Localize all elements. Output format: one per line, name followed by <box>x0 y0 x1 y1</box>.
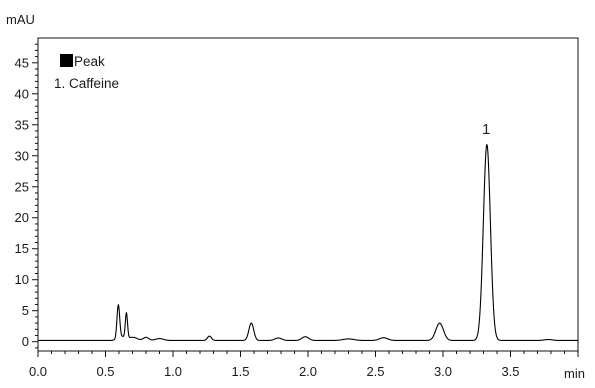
legend-title: Peak <box>74 54 105 69</box>
legend-entry-caffeine: 1. Caffeine <box>54 76 119 91</box>
axis-ticks <box>32 43 579 357</box>
legend-swatch <box>60 54 73 67</box>
x-tick-label: 1.5 <box>231 364 249 379</box>
y-tick-label: 30 <box>15 148 29 163</box>
chromatogram-trace <box>37 144 579 342</box>
y-tick-label: 10 <box>15 272 29 287</box>
y-tick-label: 35 <box>15 117 29 132</box>
x-tick-label: 3.0 <box>434 364 452 379</box>
y-tick-label: 0 <box>22 334 29 349</box>
y-tick-label: 5 <box>22 303 29 318</box>
x-tick-label: 2.5 <box>366 364 384 379</box>
y-tick-label: 25 <box>15 179 29 194</box>
x-tick-label: 0.0 <box>29 364 47 379</box>
y-tick-label: 20 <box>15 210 29 225</box>
x-axis-unit-label: min <box>564 366 585 381</box>
y-tick-label: 40 <box>15 86 29 101</box>
x-tick-label: 0.5 <box>96 364 114 379</box>
y-axis-unit-label: mAU <box>6 12 35 27</box>
x-tick-label: 2.0 <box>299 364 317 379</box>
axis-tick-labels: 0.0 0.5 1.0 1.5 2.0 2.5 3.0 3.5 0 5 10 15 20 25 30 35 40… <box>15 55 520 379</box>
y-tick-label: 15 <box>15 241 29 256</box>
x-tick-label: 3.5 <box>501 364 519 379</box>
peak-label-1: 1 <box>482 121 490 138</box>
x-tick-label: 1.0 <box>164 364 182 379</box>
y-tick-label: 45 <box>15 55 29 70</box>
